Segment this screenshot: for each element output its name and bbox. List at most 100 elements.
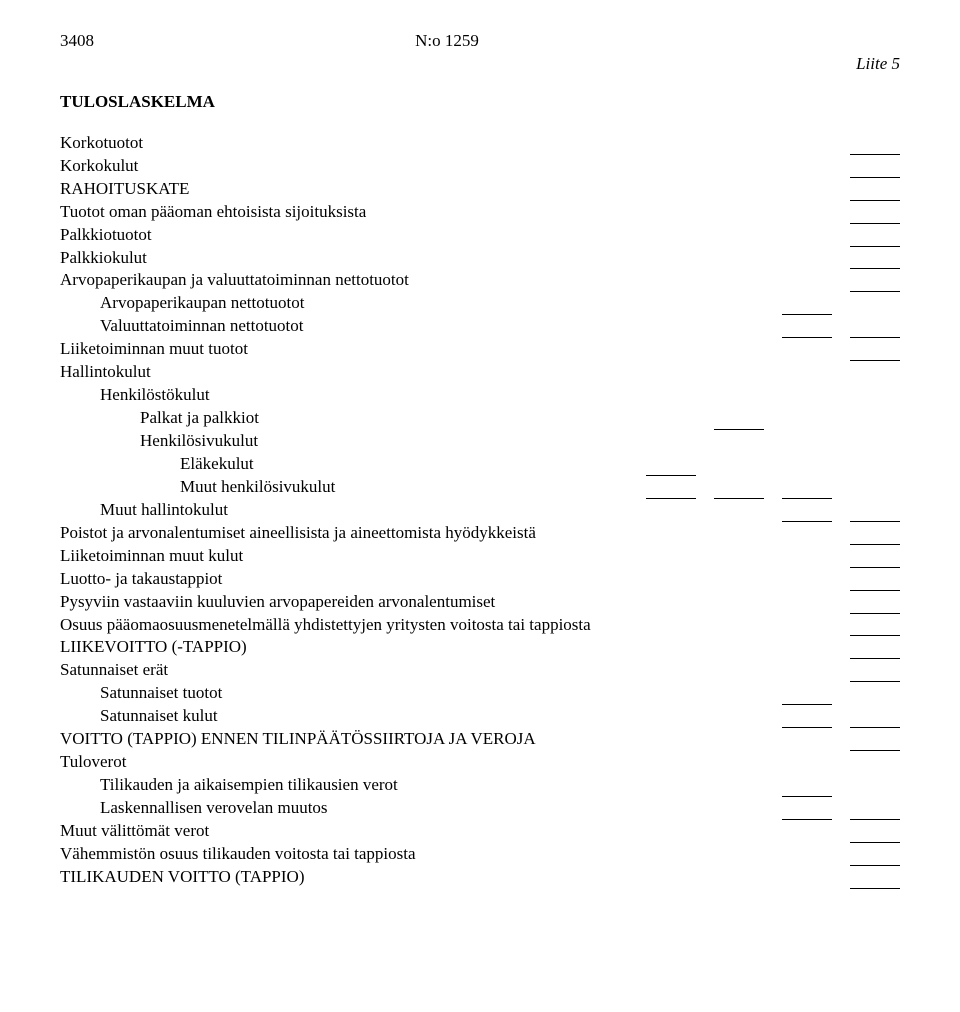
blank-field [782, 783, 832, 797]
statement-row: Korkokulut [60, 155, 900, 178]
row-label: Laskennallisen verovelan muutos [60, 797, 328, 820]
blank-field [714, 485, 764, 499]
row-label: Arvopaperikaupan ja valuuttatoiminnan ne… [60, 269, 409, 292]
row-label: Muut välittömät verot [60, 820, 209, 843]
statement-row: Tilikauden ja aikaisempien tilikausien v… [60, 774, 900, 797]
row-label: LIIKEVOITTO (-TAPPIO) [60, 636, 247, 659]
row-label: Tuloverot [60, 751, 126, 774]
blank-field [850, 508, 900, 522]
statement-row: Henkilöstökulut [60, 384, 900, 407]
statement-row: Palkkiokulut [60, 247, 900, 270]
blank-field [782, 714, 832, 728]
statement-row: Muut välittömät verot [60, 820, 900, 843]
statement-row: Liiketoiminnan muut kulut [60, 545, 900, 568]
statement-row: Hallintokulut [60, 361, 900, 384]
row-label: Palkat ja palkkiot [60, 407, 259, 430]
statement-row: Poistot ja arvonalentumiset aineellisist… [60, 522, 900, 545]
doc-number: N:o 1259 [94, 30, 800, 53]
blank-field [850, 668, 900, 682]
row-label: Satunnaiset erät [60, 659, 168, 682]
row-label: Hallintokulut [60, 361, 151, 384]
row-label: Liiketoiminnan muut tuotot [60, 338, 248, 361]
statement-row: RAHOITUSKATE [60, 178, 900, 201]
statement-row: Eläkekulut [60, 453, 900, 476]
blank-field [782, 301, 832, 315]
row-label: Korkotuotot [60, 132, 143, 155]
statement-row: Valuuttatoiminnan nettotuotot [60, 315, 900, 338]
row-label: TILIKAUDEN VOITTO (TAPPIO) [60, 866, 304, 889]
blank-field [850, 875, 900, 889]
statement-row: Arvopaperikaupan nettotuotot [60, 292, 900, 315]
appendix-label: Liite 5 [60, 53, 900, 76]
blank-field [782, 485, 832, 499]
row-label: Poistot ja arvonalentumiset aineellisist… [60, 522, 536, 545]
blank-field [714, 416, 764, 430]
statement-row: Vähemmistön osuus tilikauden voitosta ta… [60, 843, 900, 866]
page-number: 3408 [60, 30, 94, 53]
row-label: Vähemmistön osuus tilikauden voitosta ta… [60, 843, 416, 866]
blank-field [850, 233, 900, 247]
document-title: TULOSLASKELMA [60, 91, 900, 114]
statement-row: Palkkiotuotot [60, 224, 900, 247]
top-header: 3408 N:o 1259 [60, 30, 900, 53]
statement-row: Tuotot oman pääoman ehtoisista sijoituks… [60, 201, 900, 224]
blank-field [850, 600, 900, 614]
statement-row: Liiketoiminnan muut tuotot [60, 338, 900, 361]
blank-field [850, 714, 900, 728]
row-label: Palkkiokulut [60, 247, 147, 270]
blank-field [850, 531, 900, 545]
statement-row: Korkotuotot [60, 132, 900, 155]
blank-field [850, 737, 900, 751]
row-label: Osuus pääomaosuusmenetelmällä yhdistetty… [60, 614, 591, 637]
blank-field [646, 462, 696, 476]
row-label: Henkilöstökulut [60, 384, 210, 407]
statement-row: Muut henkilösivukulut [60, 476, 900, 499]
statement-row: Satunnaiset kulut [60, 705, 900, 728]
statement-row: Arvopaperikaupan ja valuuttatoiminnan ne… [60, 269, 900, 292]
statement-row: Muut hallintokulut [60, 499, 900, 522]
row-label: Muut hallintokulut [60, 499, 228, 522]
row-label: RAHOITUSKATE [60, 178, 189, 201]
row-label: Palkkiotuotot [60, 224, 152, 247]
blank-field [850, 278, 900, 292]
statement-row: Henkilösivukulut [60, 430, 900, 453]
row-label: Luotto- ja takaustappiot [60, 568, 222, 591]
blank-field [850, 187, 900, 201]
blank-field [850, 577, 900, 591]
row-label: Muut henkilösivukulut [60, 476, 335, 499]
blank-field [782, 806, 832, 820]
blank-field [850, 347, 900, 361]
row-label: Valuuttatoiminnan nettotuotot [60, 315, 304, 338]
row-label: VOITTO (TAPPIO) ENNEN TILINPÄÄTÖSSIIRTOJ… [60, 728, 536, 751]
blank-field [850, 829, 900, 843]
blank-field [850, 255, 900, 269]
row-label: Satunnaiset tuotot [60, 682, 222, 705]
row-label: Eläkekulut [60, 453, 254, 476]
blank-field [646, 485, 696, 499]
blank-field [850, 141, 900, 155]
statement-row: Pysyviin vastaaviin kuuluvien arvopapere… [60, 591, 900, 614]
row-label: Tuotot oman pääoman ehtoisista sijoituks… [60, 201, 366, 224]
row-label: Arvopaperikaupan nettotuotot [60, 292, 304, 315]
statement-row: TILIKAUDEN VOITTO (TAPPIO) [60, 866, 900, 889]
blank-field [782, 508, 832, 522]
blank-field [850, 324, 900, 338]
blank-field [850, 852, 900, 866]
statement-row: Palkat ja palkkiot [60, 407, 900, 430]
statement-row: Osuus pääomaosuusmenetelmällä yhdistetty… [60, 614, 900, 637]
statement-row: Satunnaiset tuotot [60, 682, 900, 705]
blank-field [782, 324, 832, 338]
blank-field [850, 210, 900, 224]
blank-field [850, 645, 900, 659]
statement-row: Satunnaiset erät [60, 659, 900, 682]
statement-row: Luotto- ja takaustappiot [60, 568, 900, 591]
statement-row: Laskennallisen verovelan muutos [60, 797, 900, 820]
row-label: Pysyviin vastaaviin kuuluvien arvopapere… [60, 591, 495, 614]
statement-row: LIIKEVOITTO (-TAPPIO) [60, 636, 900, 659]
income-statement-rows: KorkotuototKorkokulutRAHOITUSKATETuotot … [60, 132, 900, 889]
blank-field [850, 164, 900, 178]
blank-field [850, 554, 900, 568]
row-label: Satunnaiset kulut [60, 705, 218, 728]
blank-field [850, 622, 900, 636]
statement-row: Tuloverot [60, 751, 900, 774]
